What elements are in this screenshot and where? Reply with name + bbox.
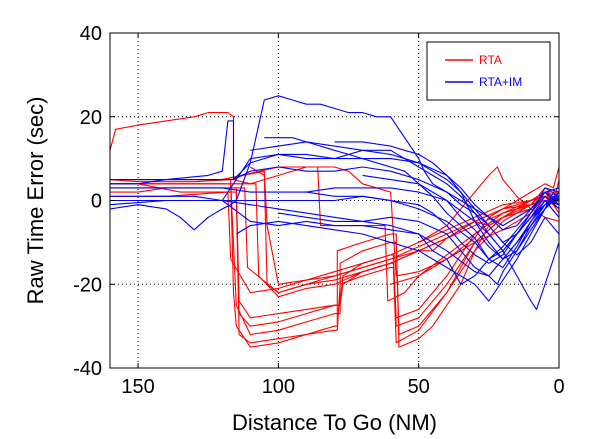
series-line — [250, 141, 559, 243]
y-tick-label: 40 — [80, 23, 102, 45]
x-tick-label: 150 — [121, 376, 154, 398]
y-tick-label: -40 — [73, 358, 102, 380]
series-line — [334, 141, 559, 231]
series-line — [110, 120, 559, 310]
y-tick-label: -20 — [73, 274, 102, 296]
series-line — [110, 166, 559, 302]
axis-ticks: 150 100 50 0 40 20 0 -20 -40 — [73, 23, 564, 398]
y-tick-label: 20 — [80, 107, 102, 129]
legend-box — [426, 41, 551, 101]
x-tick-label: 100 — [262, 376, 295, 398]
plot-data-group — [110, 95, 559, 348]
x-axis-label: Distance To Go (NM) — [232, 410, 437, 435]
y-tick-label: 0 — [91, 191, 102, 213]
legend: RTA RTA+IM — [426, 41, 551, 101]
series-line — [306, 191, 559, 264]
x-tick-label: 50 — [408, 376, 430, 398]
series-line — [110, 187, 559, 285]
y-axis-label: Raw Time Error (sec) — [23, 97, 48, 305]
legend-entry: RTA — [479, 53, 502, 67]
series-line — [110, 166, 559, 227]
x-tick-label: 0 — [553, 376, 564, 398]
series-line — [236, 195, 559, 302]
legend-entry: RTA+IM — [479, 75, 522, 89]
series-line — [110, 95, 559, 256]
series-line — [362, 174, 559, 260]
series-line — [110, 183, 559, 344]
series-rta-im — [110, 95, 559, 310]
series-line — [390, 166, 559, 285]
series-line — [278, 195, 559, 285]
series-line — [264, 137, 559, 269]
